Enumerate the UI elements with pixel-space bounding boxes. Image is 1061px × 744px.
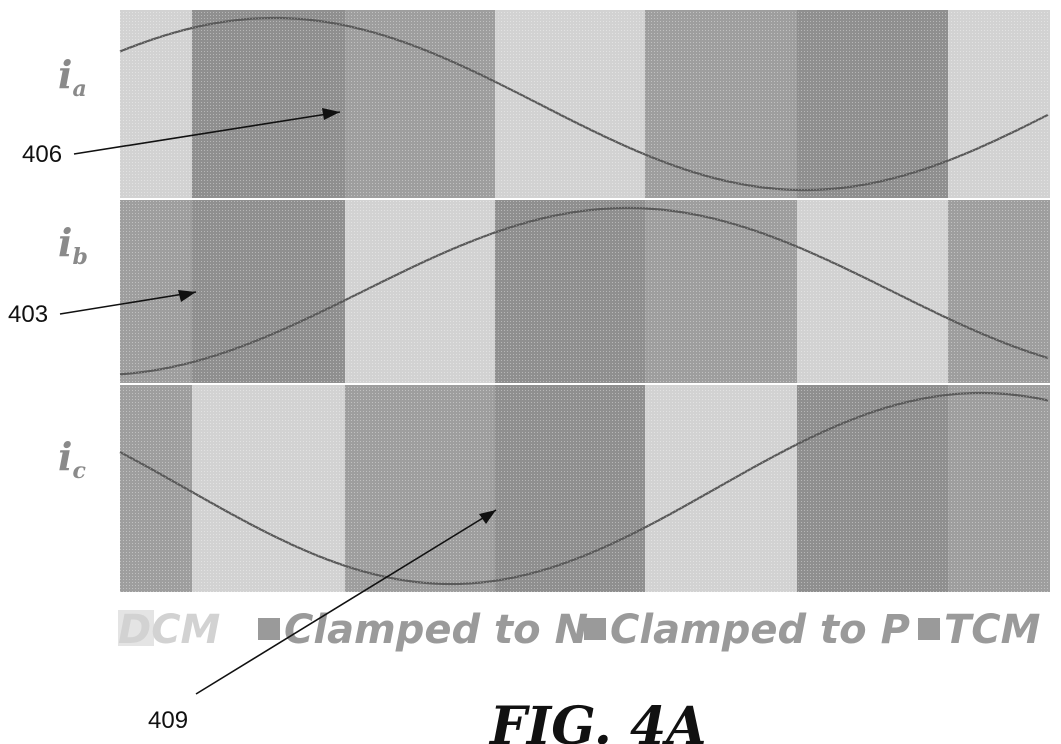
ref-406: 406 (22, 108, 341, 168)
phase-label-a: ia (58, 52, 87, 102)
legend-swatch-tcm (918, 618, 940, 640)
svg-text:403: 403 (8, 301, 48, 328)
legend-swatch-clamped-n (258, 618, 280, 640)
legend-label-clamped-p: Clamped to P (610, 607, 910, 653)
legend-swatch-clamped-p (584, 618, 606, 640)
halftone-texture (0, 0, 1061, 640)
phase-label-b: ib (58, 220, 88, 270)
svg-text:406: 406 (22, 141, 62, 168)
figure-caption: FIG. 4A (488, 696, 707, 744)
phase-label-c: ic (58, 434, 86, 484)
svg-text:ia: ia (58, 52, 87, 102)
svg-text:ib: ib (58, 220, 88, 270)
legend-label-tcm: TCM (944, 607, 1040, 653)
legend: DCM Clamped to N Clamped to P TCM (118, 607, 1040, 653)
ref-403: 403 (8, 290, 197, 328)
legend-label-dcm: DCM (118, 607, 220, 653)
svg-text:409: 409 (148, 707, 188, 734)
ref-409: 409 (148, 509, 497, 734)
svg-text:ic: ic (58, 434, 86, 484)
legend-label-clamped-n: Clamped to N (284, 607, 588, 653)
legend-swatch-dcm (118, 610, 154, 646)
